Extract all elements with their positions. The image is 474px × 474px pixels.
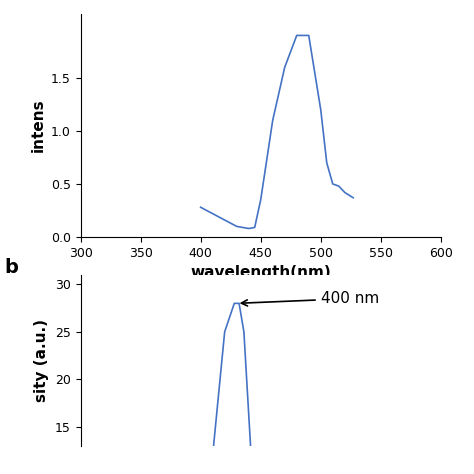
X-axis label: wavelength(nm): wavelength(nm) <box>191 265 331 280</box>
Y-axis label: sity (a.u.): sity (a.u.) <box>35 319 49 402</box>
Text: 400 nm: 400 nm <box>241 291 379 306</box>
Text: b: b <box>5 258 18 277</box>
Y-axis label: intens: intens <box>30 99 46 153</box>
